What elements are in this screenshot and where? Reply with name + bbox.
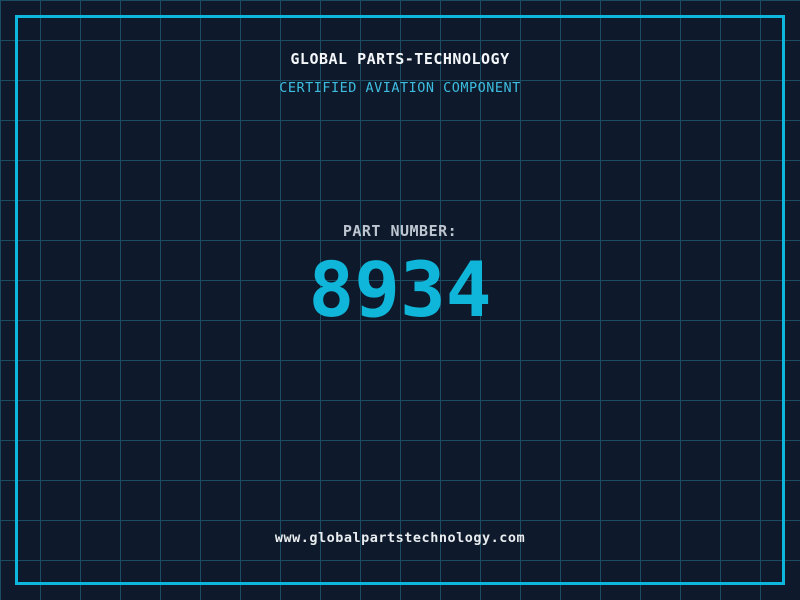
page-title: GLOBAL PARTS-TECHNOLOGY: [290, 50, 510, 68]
page-subtitle: CERTIFIED AVIATION COMPONENT: [279, 80, 521, 96]
part-number-label: PART NUMBER:: [342, 222, 458, 240]
website-url: www.globalpartstechnology.com: [274, 530, 526, 546]
part-number-value: 8934: [308, 245, 492, 334]
